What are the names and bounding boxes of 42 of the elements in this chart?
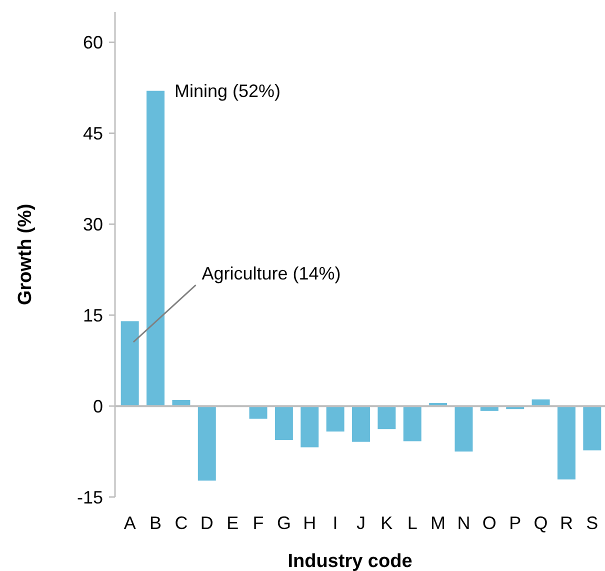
bar xyxy=(378,406,396,430)
y-tick-label: 30 xyxy=(82,214,103,234)
x-tick-label: C xyxy=(174,513,188,533)
x-tick-label: P xyxy=(509,513,522,533)
x-tick-label: A xyxy=(124,513,136,533)
x-tick-label: J xyxy=(356,513,366,533)
y-tick-label: 15 xyxy=(82,305,103,326)
x-tick-label: K xyxy=(380,513,393,533)
y-tick-label: 45 xyxy=(82,124,103,144)
bar xyxy=(146,90,165,406)
x-tick-label: N xyxy=(457,513,470,533)
x-tick-label: I xyxy=(332,513,338,533)
x-axis-title: Industry code xyxy=(288,551,412,571)
x-tick-label: Q xyxy=(534,513,548,533)
y-tick-label: -15 xyxy=(76,487,103,508)
y-tick-label: 60 xyxy=(82,32,103,53)
bar xyxy=(403,406,422,442)
bar xyxy=(274,406,293,440)
x-tick-label: H xyxy=(303,513,316,533)
x-tick-label: D xyxy=(200,513,214,533)
y-tick-label: 0 xyxy=(92,396,103,416)
bar xyxy=(352,406,370,442)
x-tick-label: B xyxy=(150,513,162,533)
x-tick-label: R xyxy=(560,513,573,533)
x-tick-label: E xyxy=(226,513,239,533)
x-tick-label: M xyxy=(430,513,446,533)
bar xyxy=(557,406,576,480)
annotation: Agriculture (14%) xyxy=(202,263,341,284)
x-tick-label: L xyxy=(407,513,418,533)
bar xyxy=(454,406,473,452)
x-tick-label: G xyxy=(276,513,291,533)
bar xyxy=(583,406,602,450)
x-tick-label: F xyxy=(252,513,264,533)
bar xyxy=(198,406,216,481)
bar xyxy=(300,406,319,448)
x-tick-label: S xyxy=(586,513,598,533)
bar xyxy=(326,406,344,432)
y-axis-title: Growth (%) xyxy=(15,204,36,306)
bar xyxy=(120,321,139,406)
x-tick-label: O xyxy=(482,513,496,533)
bar xyxy=(249,406,268,419)
annotation: Mining (52%) xyxy=(174,81,281,102)
